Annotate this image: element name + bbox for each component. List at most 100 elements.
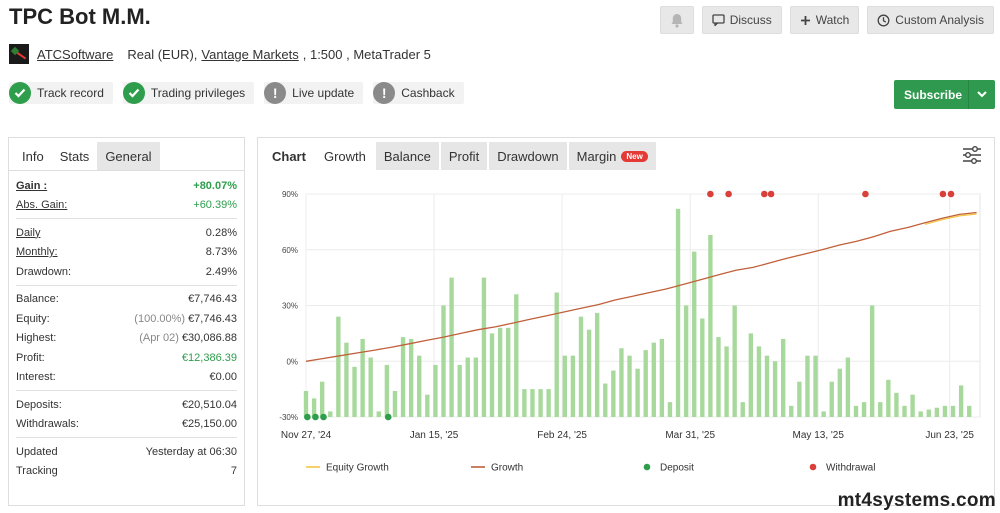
stat-value: +80.07%: [193, 179, 237, 192]
stat-label: Drawdown:: [16, 265, 72, 278]
discuss-button[interactable]: Discuss: [701, 6, 782, 34]
tab-general[interactable]: General: [97, 142, 160, 170]
bar: [675, 208, 681, 417]
tab-chart[interactable]: Chart: [272, 148, 306, 164]
bar: [869, 305, 875, 417]
sliders-icon[interactable]: [962, 146, 982, 169]
divider: [16, 437, 237, 438]
info-icon: !: [373, 82, 396, 104]
badge-track-record[interactable]: Track record: [9, 82, 113, 104]
notify-button[interactable]: [659, 6, 694, 34]
x-tick-label: May 13, '25: [793, 430, 845, 441]
chart-tabs: Chart Growth Balance Profit Drawdown Mar…: [258, 138, 994, 171]
bar: [692, 251, 697, 417]
withdrawal-marker: [939, 190, 947, 198]
tab-info[interactable]: Info: [22, 148, 44, 164]
badge-label: Track record: [37, 86, 104, 100]
x-tick-label: Jan 15, '25: [410, 430, 459, 441]
stat-label[interactable]: Monthly:: [16, 246, 58, 259]
divider: [16, 218, 237, 219]
broker-link[interactable]: Vantage Markets: [201, 46, 299, 62]
badge-trading-privileges[interactable]: Trading privileges: [122, 82, 255, 104]
legend-swatch: [809, 463, 817, 471]
check-icon: [122, 82, 145, 104]
badges: Track record Trading privileges ! Live u…: [9, 82, 464, 104]
stats-tabs: Info Stats General: [9, 138, 244, 171]
bar: [360, 338, 365, 417]
growth-chart[interactable]: -30% 0% 30% 60% 90% Nov 27, '24 Jan 15, '25 Feb…: [258, 138, 996, 507]
bar: [667, 402, 673, 417]
bar: [586, 329, 592, 417]
bar: [522, 389, 527, 417]
bar: [319, 381, 325, 417]
chevron-down-icon[interactable]: [968, 80, 995, 109]
bar: [506, 327, 511, 417]
bar: [918, 411, 923, 417]
bar: [514, 294, 519, 417]
watermark: mt4systems.com: [837, 490, 996, 511]
bar: [570, 355, 576, 417]
stat-interest: Interest: €0.00: [16, 368, 237, 388]
watch-button[interactable]: Watch: [789, 6, 860, 34]
stat-label: Highest:: [16, 332, 57, 345]
bar: [821, 411, 826, 417]
bar: [942, 405, 948, 417]
bar: [473, 357, 479, 417]
bar: [902, 405, 907, 417]
stat-label[interactable]: Abs. Gain:: [16, 199, 68, 212]
badge-live-update[interactable]: ! Live update: [264, 82, 364, 104]
bar: [635, 368, 640, 417]
tab-stats[interactable]: Stats: [59, 148, 90, 164]
bar: [481, 277, 487, 417]
stat-updated: Updated Yesterday at 06:30: [16, 442, 237, 462]
stat-monthly: Monthly: 8.73%: [16, 243, 237, 263]
stat-drawdown: Drawdown: 2.49%: [16, 262, 237, 282]
divider: [16, 390, 237, 391]
tab-margin[interactable]: Margin New: [568, 142, 656, 170]
stat-label: Deposits:: [16, 398, 62, 411]
stat-profit: Profit: €12,386.39: [16, 348, 237, 368]
owner-logo: [9, 44, 29, 64]
stats-list: Gain : +80.07% Abs. Gain: +60.39% Daily …: [9, 171, 244, 481]
legend-label: Withdrawal: [826, 463, 875, 474]
clock-icon: [877, 14, 890, 26]
stat-abs-gain: Abs. Gain: +60.39%: [16, 196, 237, 216]
stat-label: Withdrawals:: [16, 418, 79, 431]
stat-label[interactable]: Gain :: [16, 179, 48, 192]
bar: [408, 338, 414, 417]
bar: [538, 389, 543, 417]
bar: [441, 305, 446, 417]
badge-label: Cashback: [401, 86, 455, 100]
tab-balance[interactable]: Balance: [375, 142, 439, 170]
bar: [797, 381, 802, 417]
stats-panel: Info Stats General Gain : +80.07% Abs. G…: [8, 137, 245, 506]
custom-analysis-button[interactable]: Custom Analysis: [867, 6, 994, 34]
bar: [530, 389, 535, 417]
badge-cashback[interactable]: ! Cashback: [373, 82, 464, 104]
subscribe-button[interactable]: Subscribe: [894, 80, 995, 109]
stat-label[interactable]: Daily: [16, 226, 41, 239]
y-tick-label: 60%: [282, 246, 298, 255]
legend-label: Equity Growth: [326, 463, 389, 474]
bar: [732, 305, 737, 417]
bar: [700, 318, 705, 417]
page-title: TPC Bot M.M.: [9, 4, 151, 29]
stat-value: €25,150.00: [181, 418, 237, 431]
x-tick-label: Nov 27, '24: [281, 430, 332, 441]
badge-label: Live update: [292, 86, 355, 100]
bar: [425, 394, 430, 417]
new-badge: New: [621, 150, 648, 162]
bar: [772, 361, 778, 417]
bar: [328, 411, 333, 417]
stat-value: 2.49%: [205, 265, 237, 278]
tab-drawdown[interactable]: Drawdown: [489, 142, 567, 170]
bar: [967, 405, 972, 417]
deposit-marker: [384, 413, 392, 421]
tab-growth[interactable]: Growth: [323, 148, 366, 164]
owner-link[interactable]: ATCSoftware: [37, 46, 114, 62]
tab-profit[interactable]: Profit: [440, 142, 488, 170]
bar: [813, 355, 818, 417]
bar: [611, 370, 616, 417]
stat-label: Interest:: [16, 371, 56, 384]
withdrawal-marker: [947, 190, 955, 198]
